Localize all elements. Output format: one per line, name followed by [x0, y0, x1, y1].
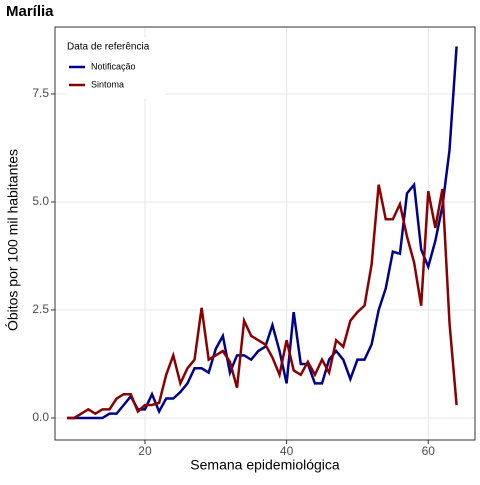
y-tick-label: 7.5: [32, 86, 49, 100]
legend-label: Sintoma: [91, 79, 124, 89]
y-axis-label: Óbitos por 100 mil habitantes: [5, 149, 21, 331]
y-tick-label: 5.0: [32, 194, 49, 208]
chart-title: Marília: [6, 3, 54, 20]
line-series: [67, 46, 458, 420]
legend-title: Data de referência: [67, 42, 150, 53]
legend-label: Notificação: [91, 61, 136, 71]
line-series: [67, 184, 458, 420]
y-tick-label: 2.5: [32, 302, 49, 316]
y-tick-label: 0.0: [32, 410, 49, 424]
x-axis-label: Semana epidemiológica: [190, 457, 340, 473]
x-tick-label: 20: [138, 444, 152, 458]
x-tick-label: 40: [280, 444, 294, 458]
plot-border: [54, 26, 476, 441]
x-tick-label: 60: [422, 444, 436, 458]
